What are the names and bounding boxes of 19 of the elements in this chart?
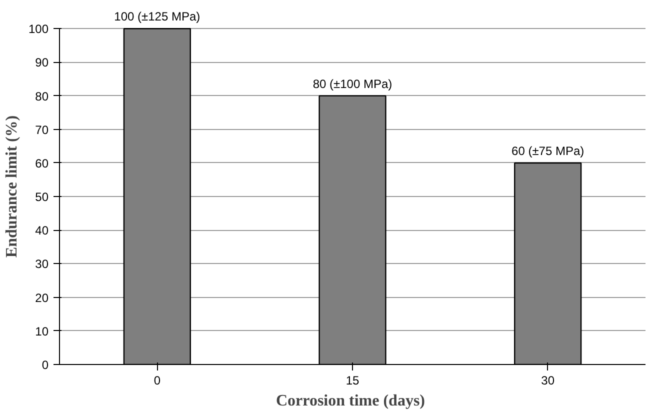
y-tick-label: 70 <box>35 122 49 137</box>
y-tick-label: 10 <box>35 324 49 338</box>
y-tick-label: 30 <box>35 257 49 272</box>
y-tick-label: 100 <box>28 22 49 36</box>
y-tick-label: 50 <box>35 190 49 204</box>
y-tick-label: 40 <box>35 224 49 238</box>
y-tick-label: 0 <box>42 358 49 372</box>
data-label: 100 (±125 MPa) <box>114 10 200 24</box>
y-tick-label: 20 <box>35 290 49 305</box>
y-tick-label: 80 <box>35 89 49 104</box>
y-axis-title: Endurance limit (%) <box>3 115 20 258</box>
data-label: 80 (±100 MPa) <box>312 76 392 91</box>
y-tick-label: 90 <box>35 56 49 70</box>
x-tick-label: 15 <box>346 374 360 388</box>
x-tick-label: 30 <box>541 374 555 388</box>
x-axis-title: Corrosion time (days) <box>276 392 426 410</box>
y-tick-label: 60 <box>35 156 49 170</box>
data-label: 60 (±75 MPa) <box>512 144 584 158</box>
x-tick-label: 0 <box>154 374 161 388</box>
